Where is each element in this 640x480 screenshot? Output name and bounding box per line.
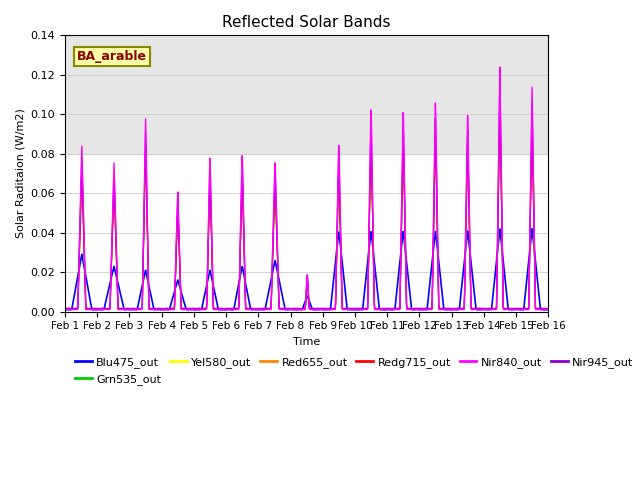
Red655_out [168,306,176,312]
Redg715_out [445,306,452,312]
Grn535_out [61,306,69,312]
Redg715_out [61,306,69,312]
Redg715_out [223,306,230,312]
Grn535_out [381,306,389,312]
Nir840_out [545,306,552,312]
Grn535_out [157,306,164,312]
Yel580_out [88,306,95,312]
Y-axis label: Solar Raditaion (W/m2): Solar Raditaion (W/m2) [15,108,25,239]
Yel580_out [487,306,495,312]
Blu475_out [445,307,452,312]
Grn535_out [487,306,495,312]
Line: Nir840_out: Nir840_out [65,67,548,310]
Line: Red655_out: Red655_out [65,105,548,309]
Nir945_out [487,306,495,312]
Yel580_out [496,108,504,113]
Red655_out [487,306,495,312]
Yel580_out [381,306,389,312]
Nir945_out [126,306,134,312]
Blu475_out [157,307,164,312]
Nir840_out [157,307,164,312]
Line: Blu475_out: Blu475_out [65,228,548,310]
Grn535_out [545,306,552,312]
Red655_out [223,306,230,312]
Nir945_out [545,306,552,312]
Yel580_out [445,306,452,312]
Nir840_out [168,307,176,312]
Red655_out [545,306,552,312]
Nir945_out [496,83,504,88]
Blu475_out [528,226,536,231]
Text: BA_arable: BA_arable [77,50,147,63]
Grn535_out [212,306,220,312]
Yel580_out [545,306,552,312]
Bar [65,36,548,154]
Yel580_out [61,306,69,312]
Red655_out [496,102,504,108]
Grn535_out [445,306,452,312]
Nir840_out [445,307,452,312]
Red655_out [381,306,389,312]
Blu475_out [61,307,69,312]
Blu475_out [381,307,389,312]
Nir945_out [61,306,69,312]
Yel580_out [223,306,230,312]
Grn535_out [168,306,176,312]
X-axis label: Time: Time [293,337,320,347]
Red655_out [157,306,164,312]
Red655_out [445,306,452,312]
Nir840_out [420,307,428,312]
Nir840_out [381,307,389,312]
Title: Reflected Solar Bands: Reflected Solar Bands [222,15,391,30]
Nir945_out [223,306,230,312]
Nir945_out [169,305,177,311]
Nir840_out [496,64,504,70]
Nir840_out [223,307,230,312]
Line: Redg715_out: Redg715_out [65,100,548,309]
Redg715_out [496,97,504,103]
Nir945_out [445,306,452,312]
Grn535_out [496,112,504,118]
Redg715_out [389,306,397,312]
Blu475_out [545,307,552,312]
Blu475_out [487,307,495,312]
Red655_out [418,306,426,312]
Blu475_out [223,307,230,312]
Grn535_out [223,306,230,312]
Nir945_out [381,306,389,312]
Nir840_out [61,307,69,312]
Redg715_out [487,306,495,312]
Line: Nir945_out: Nir945_out [65,85,548,309]
Blu475_out [252,307,260,312]
Redg715_out [168,306,176,312]
Line: Grn535_out: Grn535_out [65,115,548,309]
Yel580_out [169,306,177,312]
Legend: Blu475_out, Grn535_out, Yel580_out, Red655_out, Redg715_out, Nir840_out, Nir945_: Blu475_out, Grn535_out, Yel580_out, Red6… [70,353,638,389]
Redg715_out [381,306,389,312]
Nir840_out [487,306,495,312]
Nir945_out [157,306,165,312]
Red655_out [61,306,69,312]
Redg715_out [545,306,552,312]
Line: Yel580_out: Yel580_out [65,110,548,309]
Blu475_out [168,296,176,301]
Redg715_out [157,306,164,312]
Yel580_out [157,306,165,312]
